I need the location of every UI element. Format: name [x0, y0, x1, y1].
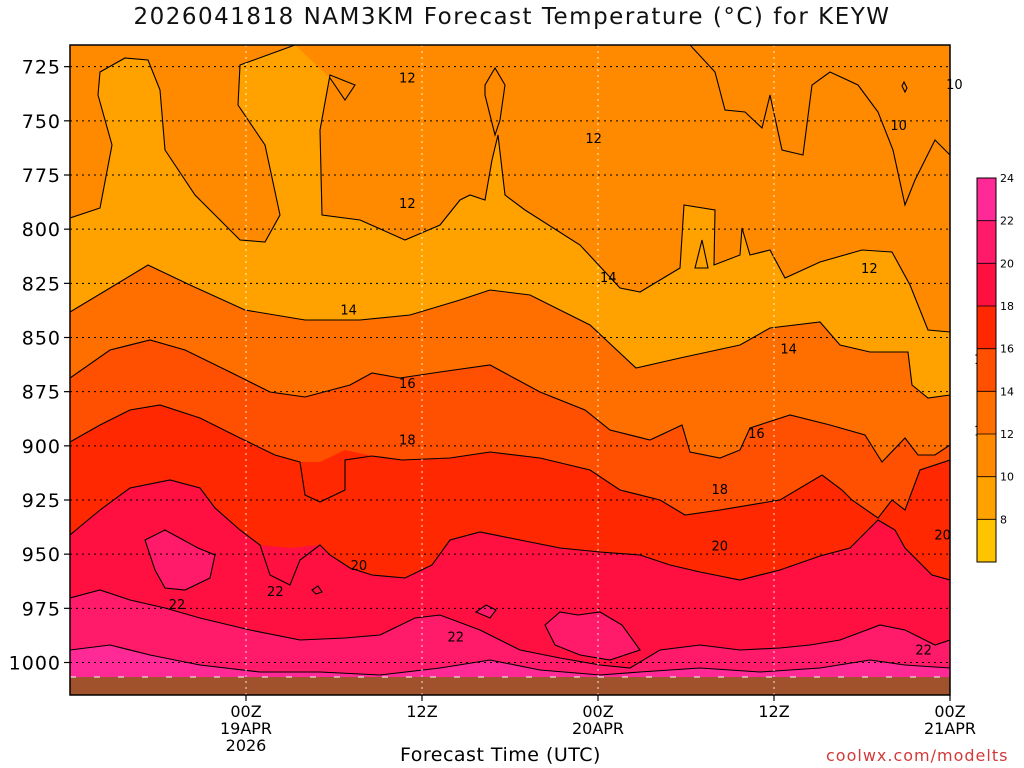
y-tick-label: 900	[22, 436, 61, 458]
contour-line-22-upper-left	[144, 529, 216, 591]
contour-label: 16	[399, 377, 416, 392]
colorbar-swatch	[977, 306, 996, 350]
contour-lines	[70, 45, 950, 676]
x-tick-label: 00Z	[230, 702, 261, 721]
colorbar-tick-label: 24	[1000, 172, 1014, 185]
colorbar: 8 10 12 14 16 18 20 22 24	[976, 172, 1014, 563]
contour-line-10-small	[901, 80, 908, 94]
contour-label: 12	[861, 262, 878, 277]
colorbar-swatch	[977, 348, 996, 392]
gridlines	[70, 45, 951, 695]
fill-22-24-lower	[70, 590, 950, 695]
contour-label: 12	[399, 197, 416, 212]
contour-label: 22	[267, 585, 284, 600]
colorbar-swatch	[977, 519, 996, 563]
y-tick-label: 850	[22, 328, 61, 350]
contour-label: 14	[600, 271, 617, 286]
contour-label: 10	[890, 119, 907, 134]
contour-label: 22	[915, 644, 932, 659]
x-tick-label: 12Z	[758, 702, 789, 721]
colorbar-tick-label: 18	[1000, 300, 1014, 313]
contour-label: 14	[340, 303, 357, 318]
contour-line-12-upper	[484, 66, 506, 137]
source-credit: coolwx.com/modelts	[826, 746, 1009, 765]
y-tick-label: 925	[22, 490, 61, 512]
x-tick-label: 00Z	[582, 702, 613, 721]
contour-line-20	[70, 479, 950, 586]
contour-label: 16	[748, 427, 765, 442]
contour-line-22	[70, 589, 950, 669]
y-tick-label: 725	[22, 57, 61, 79]
contour-label: 18	[711, 483, 728, 498]
y-tick-label: 1000	[9, 653, 61, 675]
y-tick-label: 750	[22, 111, 61, 133]
y-tick-label: 950	[22, 544, 61, 566]
y-tick-label: 775	[22, 165, 61, 187]
contour-label: 20	[351, 559, 368, 574]
colorbar-swatch	[977, 476, 996, 520]
x-tick-label: 19APR	[220, 719, 272, 738]
ground-terrain	[70, 677, 950, 695]
colorbar-swatch	[977, 220, 996, 264]
x-axis-title: Forecast Time (UTC)	[400, 744, 601, 766]
x-tick-label: 20APR	[572, 719, 624, 738]
x-tick-label: 2026	[226, 736, 267, 755]
contour-line-12	[70, 45, 950, 333]
colorbar-swatch	[977, 434, 996, 478]
x-tick-label: 12Z	[406, 702, 437, 721]
contour-label: 22	[169, 598, 186, 613]
contour-line-22-upper-mid	[544, 611, 641, 661]
contour-labels: 1212121210101414141416161618182020202222…	[169, 72, 991, 659]
contour-label: 20	[711, 540, 728, 555]
colorbar-swatch	[977, 178, 996, 222]
contour-line-12-right	[694, 239, 709, 269]
contour-fill-layer	[70, 45, 950, 695]
contour-label: 10	[946, 78, 963, 93]
y-tick-label: 825	[22, 273, 61, 295]
y-tick-label: 975	[22, 598, 61, 620]
contour-label: 12	[585, 132, 602, 147]
colorbar-tick-label: 16	[1000, 343, 1014, 356]
contour-line-20-small	[311, 585, 323, 595]
contour-line-18	[70, 404, 950, 519]
contour-line-14	[70, 264, 950, 399]
colorbar-tick-label: 12	[1000, 428, 1014, 441]
contour-line-16	[70, 339, 950, 463]
x-tick-label: 21APR	[924, 719, 976, 738]
chart-title: 2026041818 NAM3KM Forecast Temperature (…	[133, 4, 891, 30]
colorbar-tick-label: 10	[1000, 471, 1014, 484]
y-axis: 725 750 775 800 825 850 875 900 925 950 975 1000	[9, 57, 70, 675]
contour-label: 12	[399, 72, 416, 87]
x-tick-label: 00Z	[934, 702, 965, 721]
y-tick-label: 875	[22, 382, 61, 404]
colorbar-swatch	[977, 263, 996, 307]
contour-label: 18	[399, 433, 416, 448]
contour-label: 20	[934, 529, 951, 544]
fill-22-24-upper-mid	[545, 612, 640, 660]
plot-frame	[69, 44, 951, 696]
colorbar-swatch	[977, 391, 996, 435]
colorbar-tick-label: 22	[1000, 215, 1014, 228]
fill-22-24-upper-left	[145, 530, 215, 590]
contour-label: 14	[780, 342, 797, 357]
y-tick-label: 800	[22, 219, 61, 241]
colorbar-tick-label: 14	[1000, 385, 1014, 398]
contour-line-10	[689, 45, 950, 207]
colorbar-tick-label: 20	[1000, 257, 1014, 270]
contour-label: 22	[447, 631, 464, 646]
contour-line-24	[70, 644, 950, 676]
fill-12-14	[70, 45, 950, 332]
contour-line-22-upper-small	[474, 604, 497, 619]
colorbar-tick-label: 8	[1000, 513, 1007, 526]
